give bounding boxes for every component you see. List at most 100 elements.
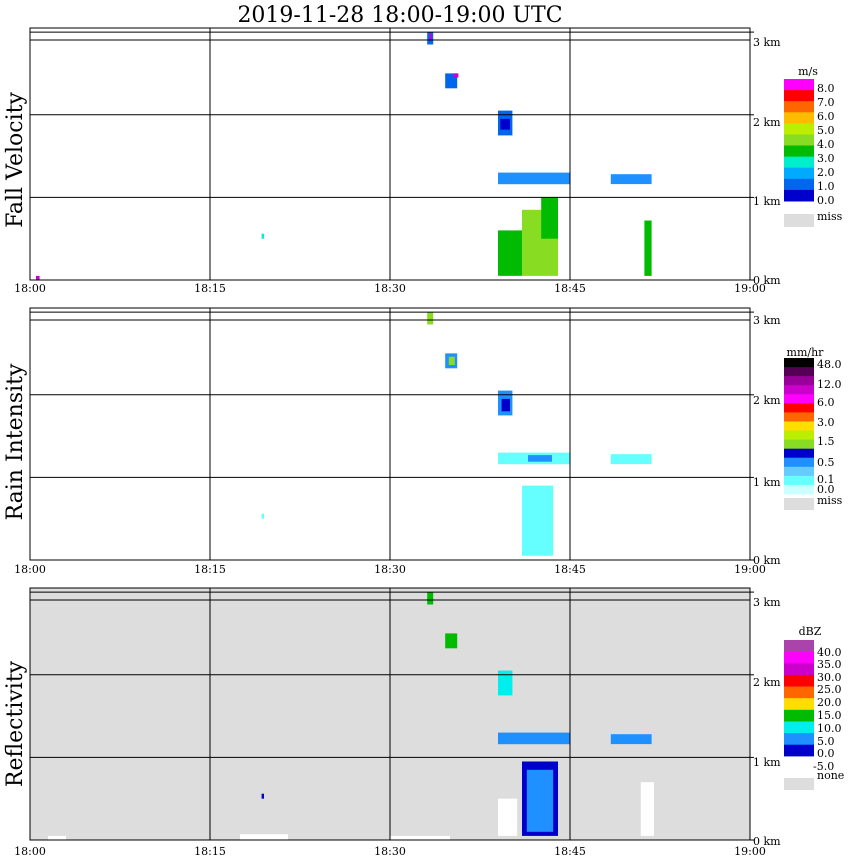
colorbar-label: 20.0 xyxy=(817,696,842,709)
missing-label: miss xyxy=(817,210,843,223)
colorbar-label: 2.0 xyxy=(817,166,835,179)
echo-cell xyxy=(522,485,554,556)
y-tick-label: 2 km xyxy=(753,394,781,407)
colorbar-label: 15.0 xyxy=(817,709,842,722)
colorbar-swatch xyxy=(784,358,814,368)
colorbar: dBZ 40.0 35.0 30.0 25.0 20.0 15.0 10.0 5… xyxy=(784,625,844,790)
colorbar-label: 40.0 xyxy=(817,646,842,659)
colorbar-swatch xyxy=(784,145,814,158)
echo-cell xyxy=(610,174,652,185)
y-tick-label: 0 km xyxy=(753,835,781,848)
missing-swatch xyxy=(784,214,814,227)
colorbar-swatch xyxy=(784,101,814,113)
x-tick-label: 18:45 xyxy=(554,845,586,858)
panel-rain-intensity: Rain Intensity 18:00 18:15 18:30 18:45 1… xyxy=(3,307,843,576)
echo-cell xyxy=(498,670,513,696)
colorbar-swatch xyxy=(784,412,814,422)
x-tick-label: 18:30 xyxy=(374,563,406,576)
y-tick-label: 3 km xyxy=(753,314,781,327)
colorbar-swatch xyxy=(784,674,814,687)
x-tick-label: 18:15 xyxy=(194,563,226,576)
x-tick-label: 18:30 xyxy=(374,282,406,295)
x-tick-label: 19:00 xyxy=(734,845,766,858)
missing-label: none xyxy=(817,769,844,782)
colorbar-swatches xyxy=(784,358,814,495)
plot-frame xyxy=(29,307,751,561)
y-tick-labels: 0 km 1 km 2 km 3 km xyxy=(753,314,781,567)
colorbar-label: 35.0 xyxy=(817,658,842,671)
colorbar-swatch xyxy=(784,686,814,699)
colorbar-swatch xyxy=(784,651,814,664)
y-tick-label: 3 km xyxy=(753,36,781,49)
panel-title: Reflectivity xyxy=(3,660,28,787)
colorbar-swatch xyxy=(784,394,814,404)
colorbar-swatch xyxy=(784,733,814,746)
missing-swatch xyxy=(784,778,814,790)
x-tick-label: 18:15 xyxy=(194,845,226,858)
grid-lines xyxy=(30,588,754,841)
colorbar-swatch xyxy=(784,457,814,468)
colorbar-swatch xyxy=(784,439,814,450)
colorbar-swatch xyxy=(784,178,814,191)
y-tick-label: 0 km xyxy=(753,554,781,567)
colorbar-label: 0.0 xyxy=(817,747,835,760)
x-tick-label: 19:00 xyxy=(734,282,766,295)
colorbar-swatch xyxy=(784,698,814,711)
echo-cell xyxy=(390,835,450,840)
echo-cell xyxy=(240,834,288,840)
colorbar-label: 6.0 xyxy=(817,396,835,409)
colorbar-label: 12.0 xyxy=(817,378,842,391)
echo-cell xyxy=(498,172,570,185)
colorbar-label: 25.0 xyxy=(817,683,842,696)
colorbar-unit: mm/hr xyxy=(787,346,825,359)
figure-title: 2019-11-28 18:00-19:00 UTC xyxy=(237,3,562,28)
colorbar-swatch xyxy=(784,403,814,413)
colorbar-swatch xyxy=(784,756,814,769)
colorbar-swatches xyxy=(784,640,814,769)
colorbar-swatch xyxy=(784,466,814,477)
echo-cell xyxy=(261,793,264,799)
echo-cell xyxy=(445,633,458,649)
panel-title: Fall Velocity xyxy=(3,92,28,228)
colorbar-label: 10.0 xyxy=(817,722,842,735)
y-tick-label: 1 km xyxy=(753,476,781,489)
grid-lines xyxy=(30,308,754,561)
colorbar-label: 48.0 xyxy=(817,358,842,371)
colorbar-swatch xyxy=(784,134,814,147)
colorbar-swatch xyxy=(784,112,814,124)
colorbar-swatch xyxy=(784,484,814,495)
colorbar-swatch xyxy=(784,721,814,734)
colorbar-label: 0.5 xyxy=(817,456,835,469)
colorbar-label: 8.0 xyxy=(817,82,835,95)
colorbar-unit: m/s xyxy=(798,65,818,78)
colorbar-swatch xyxy=(784,189,814,202)
colorbar-label: 4.0 xyxy=(817,138,835,151)
echo-layer xyxy=(48,592,654,840)
echo-cell xyxy=(500,118,510,130)
echo-cell xyxy=(261,513,264,519)
echo-cell xyxy=(610,454,652,465)
x-tick-label: 18:45 xyxy=(554,563,586,576)
colorbar-swatch xyxy=(784,90,814,102)
plot-frame xyxy=(29,587,751,841)
echo-cell xyxy=(640,782,654,836)
grid-lines xyxy=(30,28,754,281)
echo-cell xyxy=(36,275,40,280)
y-tick-label: 2 km xyxy=(753,116,781,129)
colorbar-label: 5.0 xyxy=(817,124,835,137)
colorbar-label: 1.5 xyxy=(817,435,835,448)
x-tick-label: 18:30 xyxy=(374,845,406,858)
echo-cell xyxy=(261,233,264,239)
x-tick-label: 18:15 xyxy=(194,282,226,295)
colorbar-swatch xyxy=(784,367,814,377)
colorbar-swatch xyxy=(784,709,814,722)
colorbar-swatch xyxy=(784,385,814,395)
colorbar-swatch xyxy=(784,376,814,386)
colorbar-label: 0.1 xyxy=(817,473,835,486)
echo-cell xyxy=(528,455,552,462)
colorbar-swatch xyxy=(784,123,814,135)
echo-cell xyxy=(427,312,434,325)
echo-cell xyxy=(644,220,652,276)
echo-layer xyxy=(36,32,652,280)
